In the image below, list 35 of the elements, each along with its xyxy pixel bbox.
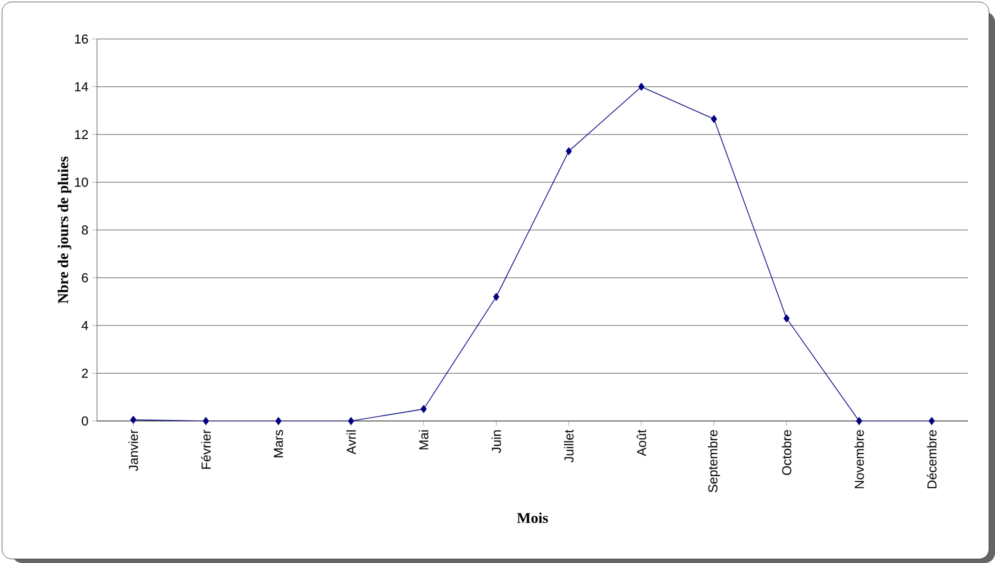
y-tick-label: 8 bbox=[82, 225, 88, 235]
x-tick-label: Octobre bbox=[782, 430, 792, 475]
y-tick-label: 12 bbox=[75, 130, 88, 140]
point bbox=[420, 405, 427, 413]
x-axis-title: Mois bbox=[516, 512, 548, 524]
y-axis-title: Nbre de jours de pluies bbox=[58, 156, 72, 304]
point bbox=[493, 292, 500, 301]
x-tick-label: Décembre bbox=[926, 430, 937, 488]
x-tick-label: Avril bbox=[346, 430, 356, 454]
x-tick-label: Mai bbox=[418, 430, 428, 450]
point bbox=[566, 147, 572, 156]
point bbox=[348, 417, 354, 425]
y-tick-label: 10 bbox=[75, 178, 88, 187]
x-tick-label: Janvier bbox=[128, 430, 138, 472]
x-tick-label: Février bbox=[201, 430, 211, 469]
x-tick-label: Août bbox=[636, 430, 646, 456]
x-tick-label: Mars bbox=[274, 430, 283, 458]
x-tick-label: Juin bbox=[491, 430, 501, 454]
point bbox=[710, 115, 717, 123]
x-tick-label: Juillet bbox=[564, 430, 574, 462]
y-tick-label: 16 bbox=[75, 34, 88, 44]
point bbox=[130, 416, 136, 424]
x-tick-label: Novembre bbox=[854, 430, 864, 488]
point bbox=[275, 417, 282, 425]
y-tick-label: 4 bbox=[82, 321, 88, 330]
point bbox=[928, 417, 935, 425]
x-tick-label: Septembre bbox=[708, 430, 720, 492]
y-tick-label: 6 bbox=[82, 273, 88, 282]
y-tick-label: 0 bbox=[82, 416, 88, 426]
point bbox=[638, 82, 644, 91]
point bbox=[202, 417, 209, 425]
y-tick-label: 2 bbox=[82, 368, 88, 378]
point bbox=[784, 314, 790, 322]
y-tick-label: 14 bbox=[75, 82, 88, 92]
point bbox=[856, 417, 862, 425]
